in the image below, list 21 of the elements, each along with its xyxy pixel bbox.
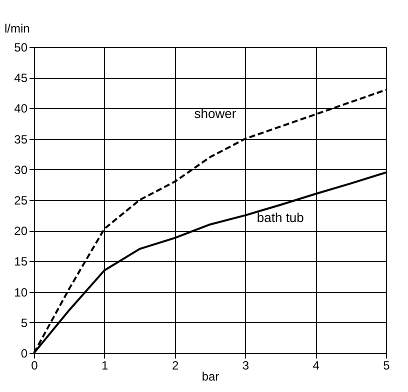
- series-label: bath tub: [256, 210, 304, 225]
- y-tick-label: 40: [14, 102, 28, 116]
- y-tick-label: 50: [14, 40, 28, 54]
- y-tick-label: 10: [14, 285, 28, 300]
- y-tick-label: 5: [20, 316, 28, 330]
- x-tick-label: 1: [102, 358, 109, 372]
- y-tick-label: 0: [20, 346, 28, 360]
- x-tick-label: 0: [31, 358, 38, 372]
- x-axis-title: bar: [202, 370, 220, 384]
- series-label: shower: [194, 106, 237, 121]
- y-tick-label: 20: [14, 224, 28, 238]
- y-tick-label: 45: [14, 71, 28, 86]
- x-tick-label: 2: [172, 358, 179, 372]
- y-tick-label: 15: [14, 254, 28, 269]
- x-tick-label: 3: [242, 358, 250, 372]
- y-axis-title: l/min: [4, 22, 30, 36]
- y-tick-label: 35: [14, 132, 28, 146]
- y-tick-label: 25: [14, 194, 28, 208]
- y-tick-label: 30: [14, 162, 28, 177]
- x-tick-label: 5: [383, 358, 390, 372]
- x-tick-label: 4: [312, 358, 320, 372]
